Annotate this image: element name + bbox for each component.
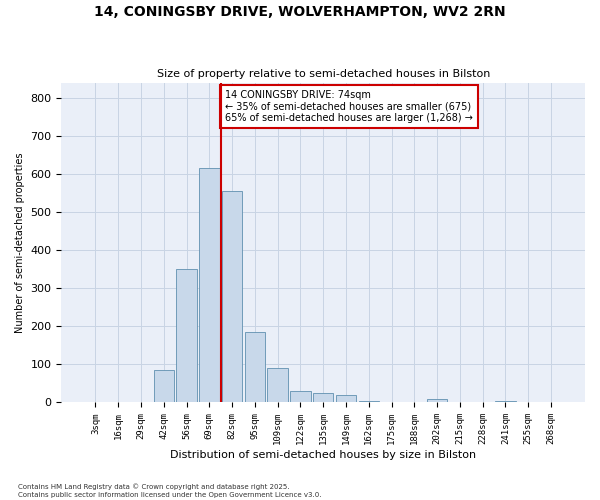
- Title: Size of property relative to semi-detached houses in Bilston: Size of property relative to semi-detach…: [157, 69, 490, 79]
- X-axis label: Distribution of semi-detached houses by size in Bilston: Distribution of semi-detached houses by …: [170, 450, 476, 460]
- Bar: [245, 332, 265, 402]
- Bar: [427, 398, 448, 402]
- Bar: [268, 368, 288, 402]
- Bar: [176, 269, 197, 402]
- Bar: [313, 393, 334, 402]
- Bar: [222, 191, 242, 402]
- Y-axis label: Number of semi-detached properties: Number of semi-detached properties: [15, 152, 25, 333]
- Bar: [336, 395, 356, 402]
- Bar: [359, 400, 379, 402]
- Bar: [199, 168, 220, 402]
- Bar: [290, 391, 311, 402]
- Bar: [154, 370, 174, 402]
- Text: Contains HM Land Registry data © Crown copyright and database right 2025.
Contai: Contains HM Land Registry data © Crown c…: [18, 484, 322, 498]
- Bar: [495, 400, 515, 402]
- Text: 14 CONINGSBY DRIVE: 74sqm
← 35% of semi-detached houses are smaller (675)
65% of: 14 CONINGSBY DRIVE: 74sqm ← 35% of semi-…: [225, 90, 473, 124]
- Text: 14, CONINGSBY DRIVE, WOLVERHAMPTON, WV2 2RN: 14, CONINGSBY DRIVE, WOLVERHAMPTON, WV2 …: [94, 5, 506, 19]
